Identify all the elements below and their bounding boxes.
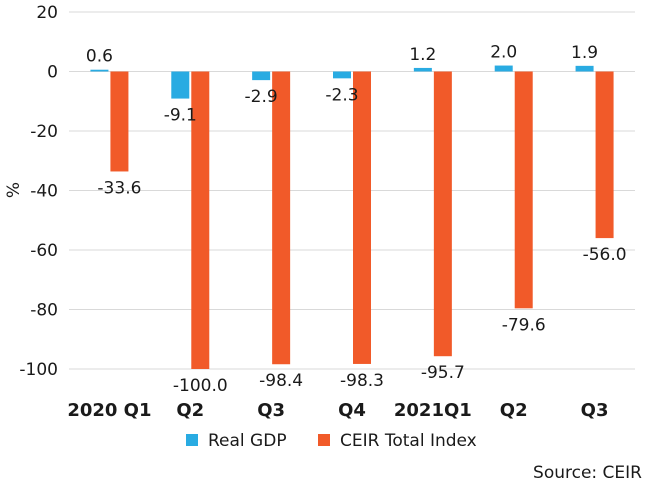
y-tick-label: -40 [30, 182, 58, 202]
y-tick-label: -100 [19, 360, 58, 380]
data-label-ceir-total-index: -98.4 [259, 371, 303, 391]
data-label-real-gdp: 1.9 [571, 43, 598, 63]
bar-real-gdp[interactable] [413, 67, 432, 72]
bar-real-gdp[interactable] [494, 65, 513, 72]
bar-real-gdp[interactable] [333, 71, 351, 79]
x-category-label: Q3 [581, 400, 609, 421]
data-label-real-gdp: 0.6 [86, 47, 113, 67]
data-label-real-gdp: 1.2 [409, 45, 436, 65]
y-axis-label: % [4, 182, 24, 198]
y-tick-label: -20 [30, 122, 58, 142]
data-label-ceir-total-index: -33.6 [97, 178, 141, 198]
legend-label-ceir-total-index: CEIR Total Index [340, 431, 477, 451]
bar-real-gdp[interactable] [252, 71, 271, 81]
data-label-ceir-total-index: -100.0 [173, 376, 228, 396]
bar-ceir-total-index[interactable] [110, 71, 129, 172]
bar-real-gdp[interactable] [90, 69, 109, 72]
x-category-label: 2020 Q1 [67, 400, 151, 421]
bar-ceir-total-index[interactable] [353, 71, 371, 364]
bar-ceir-total-index[interactable] [514, 71, 533, 309]
data-label-real-gdp: -9.1 [164, 106, 197, 126]
legend-label-real-gdp: Real GDP [208, 431, 287, 451]
data-label-real-gdp: -2.3 [325, 85, 358, 105]
x-category-label: Q2 [176, 400, 204, 421]
data-label-ceir-total-index: -79.6 [502, 315, 546, 335]
data-label-real-gdp: 2.0 [490, 43, 517, 63]
bar-ceir-total-index[interactable] [433, 71, 452, 357]
bar-ceir-total-index[interactable] [595, 71, 614, 239]
data-label-real-gdp: -2.9 [245, 87, 278, 107]
x-category-label: Q4 [338, 400, 366, 421]
data-label-ceir-total-index: -98.3 [340, 371, 384, 391]
x-category-label: 2021Q1 [394, 400, 472, 421]
bar-real-gdp[interactable] [171, 71, 190, 99]
data-label-ceir-total-index: -95.7 [421, 363, 465, 383]
legend-swatch-ceir-total-index [318, 434, 330, 446]
y-tick-label: -60 [30, 241, 58, 261]
y-tick-label: 0 [47, 63, 58, 83]
x-category-label: Q3 [257, 400, 285, 421]
y-tick-label: -80 [30, 301, 58, 321]
x-category-label: Q2 [500, 400, 528, 421]
source-note: Source: CEIR [533, 463, 642, 483]
bar-ceir-total-index[interactable] [191, 71, 210, 370]
y-tick-label: 20 [36, 3, 58, 23]
legend-swatch-real-gdp [186, 434, 198, 446]
data-label-ceir-total-index: -56.0 [583, 245, 627, 265]
bar-real-gdp[interactable] [575, 65, 594, 72]
bar-ceir-total-index[interactable] [272, 71, 291, 365]
